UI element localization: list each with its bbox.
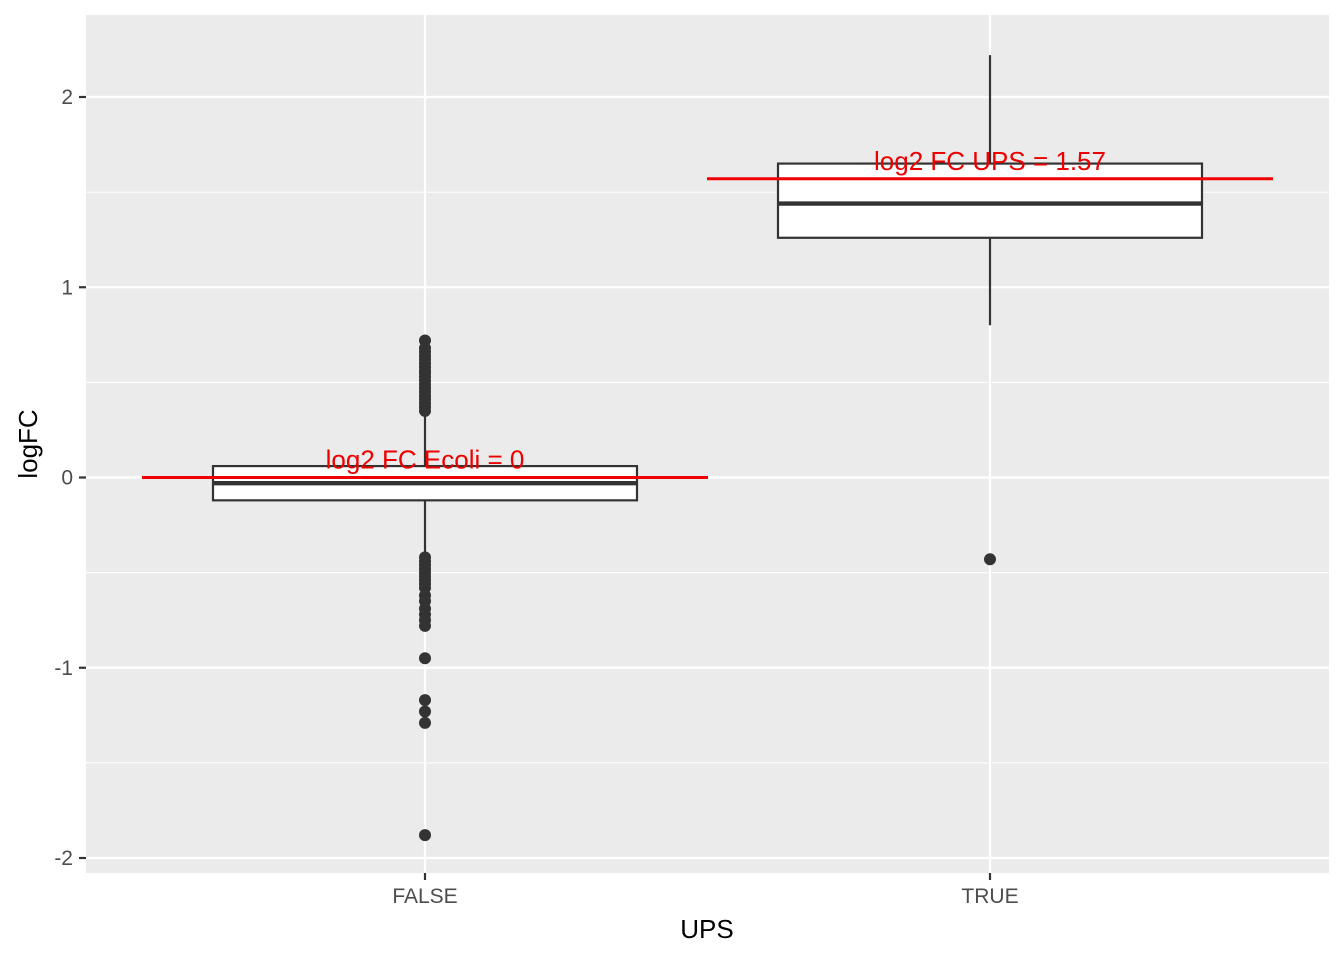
reference-layer: log2 FC Ecoli = 0 log2 FC UPS = 1.57	[142, 146, 1273, 479]
x-tick-label: TRUE	[961, 885, 1018, 908]
reference-label: log2 FC Ecoli = 0	[326, 445, 525, 475]
y-tick-label: 0	[61, 467, 73, 490]
y-tick-label: 2	[61, 86, 73, 109]
y-axis-title: logFC	[13, 409, 43, 478]
panel-background	[86, 15, 1329, 873]
box-group	[776, 55, 1204, 566]
reference-label: log2 FC UPS = 1.57	[874, 146, 1106, 176]
box-group	[211, 334, 639, 842]
box	[776, 162, 1204, 239]
outlier-point	[419, 652, 431, 665]
y-tick-label: -1	[54, 657, 73, 680]
x-tick-label: FALSE	[392, 885, 457, 908]
outlier-point	[419, 716, 431, 729]
y-tick-label: 1	[61, 276, 73, 299]
outlier-point	[984, 553, 996, 566]
outlier-point	[419, 619, 431, 632]
y-tick-label: -2	[54, 847, 73, 870]
box-layer	[211, 55, 1204, 842]
outlier-point	[419, 404, 431, 417]
outlier-point	[419, 694, 431, 707]
outlier-point	[419, 705, 431, 718]
outlier-point	[419, 829, 431, 842]
y-axis: -2 -1 0 1 2	[54, 86, 86, 870]
x-axis-title: UPS	[680, 914, 733, 944]
x-axis: FALSE TRUE	[392, 873, 1019, 908]
